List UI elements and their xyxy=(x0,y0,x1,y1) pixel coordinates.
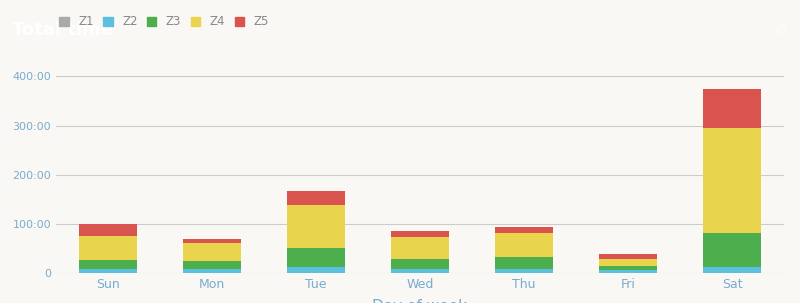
Bar xyxy=(599,270,657,273)
Bar xyxy=(287,267,345,273)
Bar xyxy=(287,205,345,248)
Bar xyxy=(703,89,761,128)
X-axis label: Day of week: Day of week xyxy=(373,299,467,303)
Bar xyxy=(391,259,449,269)
Bar xyxy=(183,261,241,269)
Bar xyxy=(599,254,657,259)
Text: ⚙: ⚙ xyxy=(774,22,788,38)
Bar xyxy=(495,269,553,273)
Bar xyxy=(79,269,137,273)
Bar xyxy=(79,224,137,236)
Bar xyxy=(703,128,761,233)
Bar xyxy=(287,191,345,205)
Bar xyxy=(79,260,137,269)
Bar xyxy=(183,243,241,261)
Bar xyxy=(495,227,553,233)
Bar xyxy=(183,239,241,243)
Bar xyxy=(391,237,449,259)
Bar xyxy=(391,231,449,237)
Bar xyxy=(703,267,761,273)
Bar xyxy=(391,269,449,273)
Bar xyxy=(287,248,345,267)
Bar xyxy=(79,236,137,260)
Text: Total time: Total time xyxy=(12,21,113,39)
Bar xyxy=(495,257,553,269)
Bar xyxy=(183,269,241,273)
Bar xyxy=(599,259,657,266)
Bar xyxy=(703,233,761,267)
Bar xyxy=(599,266,657,270)
Legend: Z1, Z2, Z3, Z4, Z5: Z1, Z2, Z3, Z4, Z5 xyxy=(54,11,274,33)
Bar xyxy=(495,233,553,257)
